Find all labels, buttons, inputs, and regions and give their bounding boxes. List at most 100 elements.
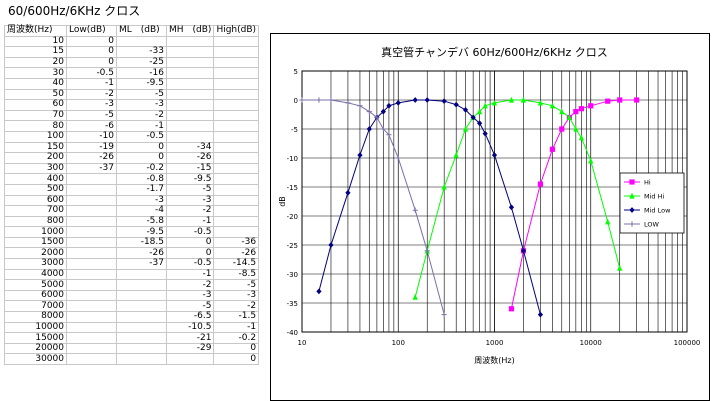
data-point (508, 96, 515, 103)
table-header: ML (dB) (116, 25, 167, 37)
data-point (578, 106, 585, 112)
data-point (412, 97, 418, 103)
legend-label: Mid Low (644, 207, 671, 215)
data-table-wrapper: 周波数(Hz) Low(dB) ML (dB) MH (dB) High(dB)… (4, 25, 260, 365)
data-point (476, 120, 483, 127)
table-cell (66, 353, 117, 365)
x-axis-label: 周波数(Hz) (474, 355, 514, 365)
table-cell (165, 46, 215, 58)
table-row: 1000 -9.5 -0.5 (4, 226, 260, 238)
table-cell: -1.7 (116, 183, 167, 196)
data-point (462, 106, 469, 113)
chart-title: 真空管チャンデバ 60Hz/600Hz/6KHz クロス (381, 45, 608, 59)
data-point (559, 126, 565, 132)
data-point (316, 97, 322, 103)
table-cell: 10000 (4, 321, 67, 334)
table-cell: 600 (4, 194, 67, 207)
table-cell: -6 (66, 120, 117, 132)
table-row: 30 -0.5 -16 (4, 67, 260, 79)
table-cell: -9.5 (116, 226, 167, 238)
data-point (366, 109, 372, 115)
table-cell (66, 236, 117, 249)
table-cell: -26 (165, 152, 215, 164)
table-cell: 30 (4, 67, 67, 79)
table-cell (165, 88, 215, 101)
x-tick-label: 10 (298, 339, 307, 347)
table-cell (116, 342, 167, 355)
table-row: 2000 -26 0 -26 (4, 247, 260, 260)
table-cell (66, 279, 117, 291)
table-cell: 0 (66, 56, 117, 69)
table-cell (66, 173, 117, 185)
table-cell (116, 311, 167, 323)
table-cell: -15 (165, 162, 215, 175)
table-cell: 40 (4, 77, 67, 90)
table-cell: -29 (165, 342, 215, 355)
data-point (386, 132, 392, 138)
data-point (617, 265, 623, 271)
table-row: 10000 -10.5 -1 (4, 321, 260, 334)
table-cell (213, 46, 260, 58)
data-point (520, 96, 527, 103)
table-row: 70 -5 -2 (4, 109, 260, 122)
table-cell: -0.2 (116, 162, 167, 175)
table-cell: 15000 (4, 332, 67, 344)
table-cell (66, 194, 117, 207)
data-point (634, 97, 640, 103)
legend-marker (629, 207, 635, 213)
table-row: 600 -3 -3 (4, 194, 260, 207)
table-cell: 5000 (4, 279, 67, 291)
table-row: 500 -1.7 -5 (4, 183, 260, 196)
table-cell: -0.2 (213, 332, 260, 344)
table-cell (213, 152, 260, 164)
legend-label: LOW (644, 221, 660, 229)
data-point (605, 218, 611, 225)
table-row: 700 -4 -2 (4, 205, 260, 217)
table-cell (66, 342, 117, 355)
table-header: 周波数(Hz) (4, 25, 67, 37)
table-cell (165, 130, 215, 143)
table-cell (165, 67, 215, 79)
data-point (328, 97, 334, 103)
data-point (508, 306, 515, 312)
table-cell (116, 321, 167, 334)
y-tick-label: -40 (287, 329, 298, 337)
legend-marker (629, 192, 635, 199)
data-point (470, 114, 476, 121)
table-cell (213, 88, 260, 101)
x-tick-label: 1000 (486, 339, 504, 347)
table-cell: -2 (165, 205, 215, 217)
y-tick-label: -5 (291, 126, 298, 134)
y-tick-label: 0 (294, 97, 298, 105)
table-cell: 1500 (4, 236, 67, 249)
data-point (573, 109, 579, 115)
data-point (462, 125, 469, 132)
table-cell: -0.5 (116, 130, 167, 143)
table-cell (165, 99, 215, 111)
table-cell: -14.5 (213, 258, 260, 270)
table-cell: 10 (4, 35, 67, 48)
table-cell: -3 (165, 194, 215, 207)
data-table: 周波数(Hz) Low(dB) ML (dB) MH (dB) High(dB)… (4, 25, 260, 365)
table-row: 30000 0 (4, 353, 260, 365)
table-cell (213, 162, 260, 175)
table-cell (66, 258, 117, 270)
table-row: 100 -10 -0.5 (4, 130, 260, 143)
chart-area: 真空管チャンデバ 60Hz/600Hz/6KHz クロス 5 0 -5 -10 -15 -2… (270, 33, 710, 401)
table-row: 3000 -37 -0.5 -14.5 (4, 258, 260, 270)
table-cell: -37 (116, 258, 167, 270)
table-cell: 800 (4, 215, 67, 228)
table-cell: -33 (116, 46, 167, 58)
table-cell: 4000 (4, 268, 67, 281)
data-point (566, 114, 572, 120)
table-cell: -1 (66, 77, 117, 90)
table-row: 8000 -6.5 -1.5 (4, 311, 260, 323)
data-point (476, 108, 483, 115)
data-point (549, 146, 556, 152)
table-cell: -8.5 (213, 268, 260, 281)
data-point (412, 294, 418, 300)
table-row: 10 0 (4, 35, 260, 48)
y-tick-label: -20 (287, 213, 298, 221)
table-cell: 0 (213, 353, 260, 365)
table-cell (213, 141, 260, 154)
